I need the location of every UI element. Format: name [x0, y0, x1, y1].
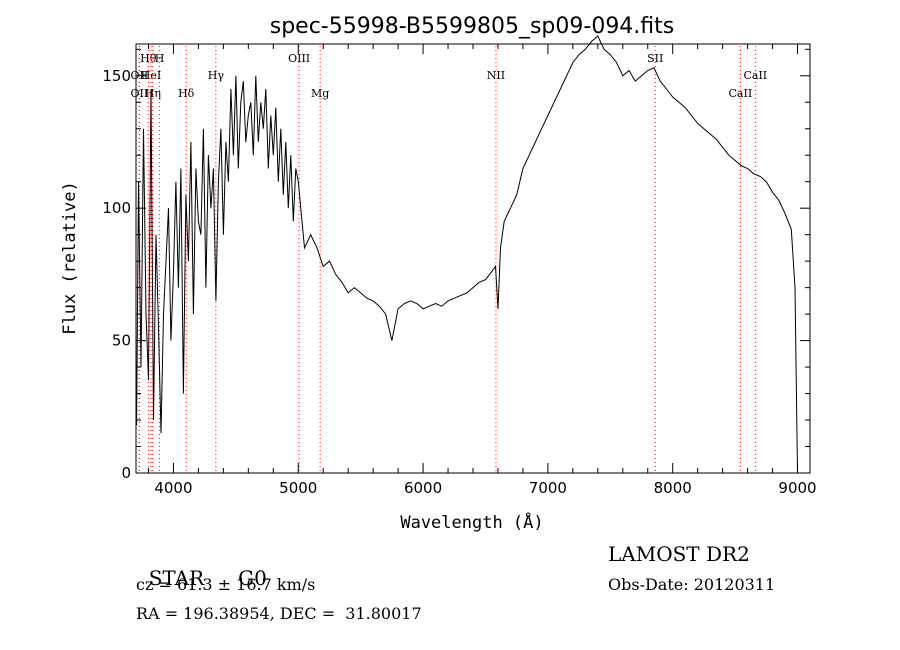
y-axis-label: Flux (relative) — [60, 181, 80, 335]
survey-name: LAMOST DR2 — [608, 542, 750, 566]
redshift-text: cz = 61.3 ± 16.7 km/s — [136, 575, 316, 594]
obs-date-text: Obs-Date: 20120311 — [608, 575, 776, 594]
x-tick-label: 6000 — [404, 479, 442, 497]
x-tick-label: 7000 — [529, 479, 567, 497]
line-marker-label: OII — [131, 87, 149, 100]
line-marker-label: OIII — [288, 52, 310, 65]
x-tick-label: 9000 — [778, 479, 816, 497]
line-marker-label: NII — [487, 69, 505, 82]
x-axis-label: Wavelength (Å) — [400, 511, 543, 533]
object-class: STAR G0 — [136, 542, 267, 590]
coords-text: RA = 196.38954, DEC = 31.80017 — [136, 604, 422, 623]
line-marker-label: Hθ — [140, 52, 157, 65]
chart-title: spec-55998-B5599805_sp09-094.fits — [270, 14, 675, 39]
line-marker-label: HeI — [141, 69, 161, 82]
line-marker-label: CaII — [743, 69, 767, 82]
y-tick-label: 0 — [121, 464, 131, 482]
y-tick-label: 100 — [102, 199, 131, 217]
line-marker-label: Hγ — [208, 69, 225, 82]
object-subclass: G0 — [238, 566, 267, 590]
y-tick-label: 150 — [102, 67, 131, 85]
object-class-label: STAR — [148, 566, 205, 590]
spectrum-series-line — [136, 35, 798, 474]
line-marker-label: Hη — [145, 87, 161, 100]
line-marker-label: Hδ — [178, 87, 195, 100]
line-marker-label: CaII — [729, 87, 753, 100]
line-marker-label: SII — [647, 52, 663, 65]
x-tick-label: 4000 — [154, 479, 192, 497]
line-marker-label: Mg — [311, 87, 329, 100]
axis-ticks: 4000 5000 6000 7000 8000 9000 0 50 100 150 — [102, 44, 817, 497]
line-marker-label: H — [155, 52, 165, 65]
x-tick-label: 5000 — [279, 479, 317, 497]
y-tick-label: 50 — [112, 332, 131, 350]
x-tick-label: 8000 — [654, 479, 692, 497]
